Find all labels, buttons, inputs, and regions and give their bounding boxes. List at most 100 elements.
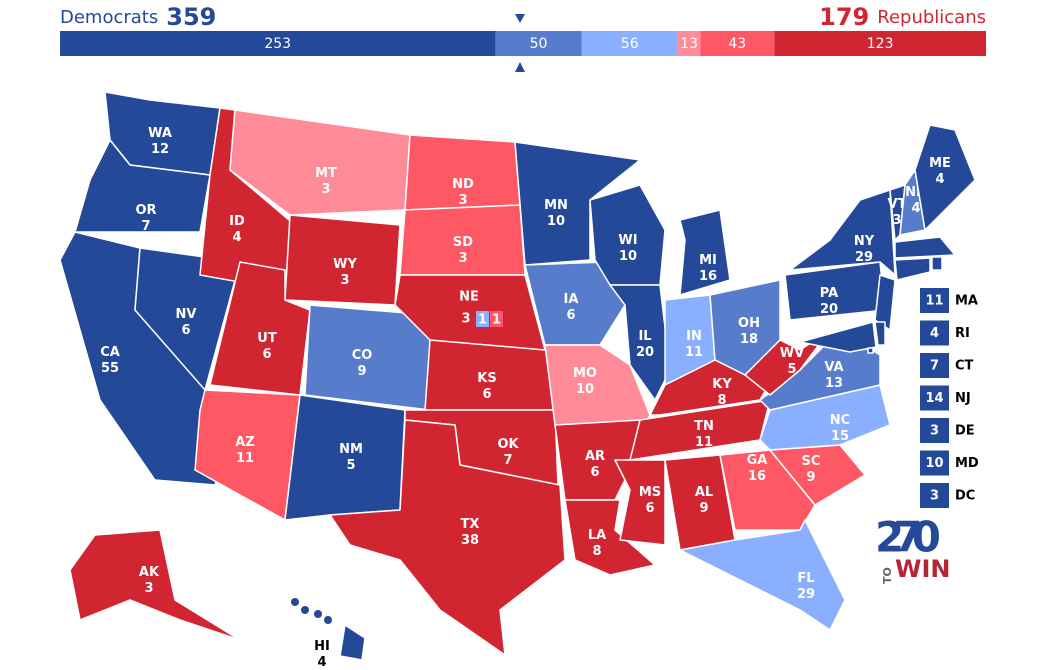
state-shape [614, 459, 666, 546]
state-label: VT 3 [888, 197, 907, 228]
state-label: NV 6 [176, 307, 197, 338]
state-abbr: WA [148, 126, 172, 141]
state-abbr: MT [315, 166, 337, 181]
state-shape [744, 329, 831, 396]
small-state-box [920, 320, 949, 346]
state-shape [914, 124, 976, 231]
state-shape [874, 274, 896, 331]
district-box [476, 311, 489, 327]
state-label: NM 5 [339, 442, 363, 473]
state-votes: 4 [911, 201, 920, 216]
state-abbr: ND [452, 177, 474, 192]
state-votes: 7 [503, 453, 512, 468]
state-label: AL 9 [695, 485, 713, 516]
state-abbr: CO [352, 348, 373, 363]
state-votes: 3 [892, 213, 901, 228]
state-label: TN 11 [694, 419, 714, 450]
state-shape [894, 236, 956, 259]
state-votes: 29 [855, 250, 873, 265]
state-votes: 3 [458, 193, 467, 208]
small-state-abbr: MA [955, 294, 978, 309]
state-shape [284, 394, 406, 521]
state-label: SD 3 [453, 235, 473, 266]
state-label: HI 4 [314, 639, 330, 670]
state-votes: 11 [685, 345, 703, 360]
state-votes: 20 [820, 302, 838, 317]
state-votes: 16 [748, 469, 766, 484]
state-votes: 16 [699, 269, 717, 284]
state-votes: 9 [699, 501, 708, 516]
state-abbr: TX [461, 517, 480, 532]
small-state-box [920, 353, 949, 378]
bar-segment [495, 31, 582, 56]
small-state-abbr: DE [955, 424, 975, 439]
state-votes: 3 [321, 182, 330, 197]
state-abbr: NC [830, 413, 850, 428]
state-abbr: MI [699, 253, 717, 268]
bar-segment-label: 50 [530, 36, 548, 52]
state-votes: 5 [787, 362, 796, 377]
district-box [490, 311, 503, 327]
state-abbr: UT [257, 331, 277, 346]
state-votes: 13 [825, 376, 843, 391]
bar-segment-label: 56 [621, 36, 639, 52]
small-state-box [920, 288, 949, 313]
state-shape [324, 616, 332, 624]
state-abbr: NV [176, 307, 197, 322]
state-abbr: OR [135, 203, 156, 218]
state-label: MS 6 [639, 485, 661, 516]
state-votes: 6 [566, 308, 575, 323]
state-label: CA 55 [100, 345, 120, 376]
state-shape [394, 274, 546, 351]
state-label: KS 6 [477, 371, 496, 402]
state-abbr: ID [229, 214, 245, 229]
small-state-box [920, 418, 949, 443]
logo-number: 270 [875, 513, 941, 562]
state-abbr: NY [854, 234, 875, 249]
state-label: MO 10 [573, 366, 597, 397]
logo-win: WIN [895, 555, 951, 583]
state-votes: 6 [181, 323, 190, 338]
bar-segment [774, 31, 986, 56]
state-label: ND 3 [452, 177, 474, 208]
state-shape [291, 598, 299, 606]
state-votes: 3 [458, 251, 467, 266]
state-label: ID 4 [229, 214, 245, 245]
state-votes: 9 [357, 364, 366, 379]
small-state-box [920, 450, 949, 476]
district-votes: 1 [492, 313, 501, 328]
state-votes: 29 [797, 587, 815, 602]
state-votes: 18 [740, 332, 758, 347]
state-label: AK 3 [139, 565, 160, 596]
state-label: FL 29 [797, 571, 815, 602]
state-label: NC 15 [830, 413, 850, 444]
state-shape [194, 389, 301, 521]
state-label: AR 6 [585, 449, 605, 480]
dem-total: 359 [166, 3, 216, 31]
state-abbr: WY [333, 257, 357, 272]
state-votes: 5 [346, 458, 355, 473]
small-state-votes: 3 [930, 424, 939, 439]
state-shape [799, 321, 877, 353]
state-label: OH 18 [738, 316, 760, 347]
state-abbr: MN [544, 198, 568, 213]
state-votes: 6 [645, 501, 654, 516]
state-shape [789, 189, 896, 276]
state-label: SC 9 [802, 454, 821, 485]
state-abbr: AL [695, 485, 713, 500]
state-label: TX 38 [461, 517, 480, 548]
state-abbr: WI [618, 233, 637, 248]
rep-label: Republicans [877, 7, 986, 28]
state-abbr: MO [573, 366, 597, 381]
state-shape [874, 321, 886, 346]
district-votes: 1 [478, 313, 487, 328]
state-abbr: VT [888, 197, 907, 212]
state-shape [74, 139, 211, 233]
dem-label: Democrats [60, 7, 158, 28]
bar-segment [581, 31, 678, 56]
state-votes: 3 [340, 273, 349, 288]
state-abbr: WV [780, 346, 804, 361]
bar-segment-label: 43 [728, 36, 746, 52]
rep-total: 179 [819, 3, 869, 31]
state-abbr: IA [564, 292, 579, 307]
